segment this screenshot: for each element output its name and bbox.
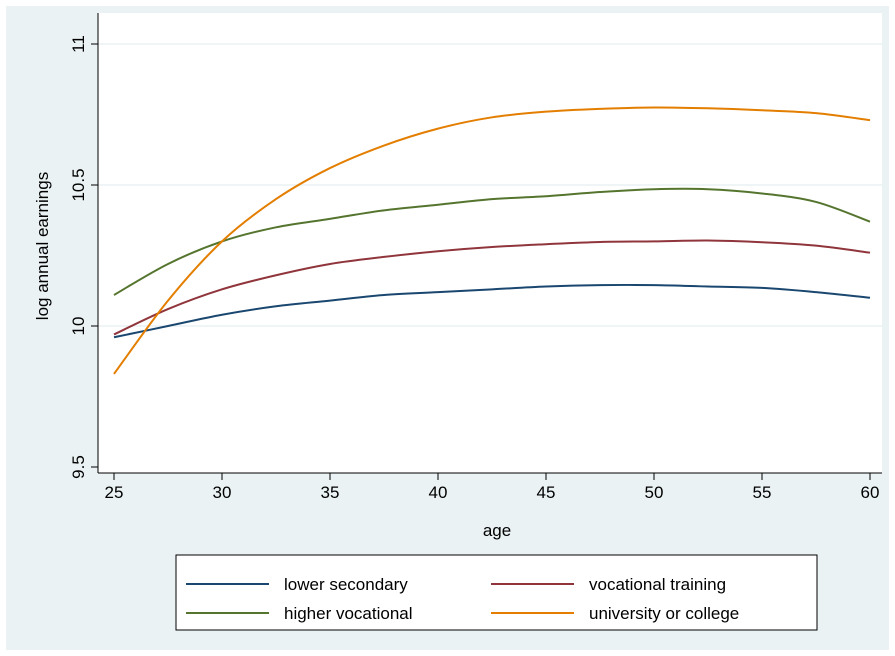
legend-label-0: lower secondary	[284, 575, 408, 594]
y-tick-label-0: 9.5	[69, 455, 88, 479]
chart-figure: 25 30 35 40 45 50 55 60 9.5 10 10.5 11 age log ann…	[6, 6, 889, 650]
series-line-3	[113, 106, 871, 375]
legend-box	[175, 554, 818, 631]
line-chart: 25 30 35 40 45 50 55 60 9.5 10 10.5 11 age log ann…	[33, 13, 882, 631]
plot-area	[98, 13, 882, 473]
series-line-0	[113, 283, 871, 339]
x-tick-label-7: 60	[861, 483, 880, 502]
y-tick-label-2: 10.5	[69, 168, 88, 201]
y-tick-label-1: 10	[69, 317, 88, 336]
x-tick-label-3: 40	[429, 483, 448, 502]
y-tick-label-3: 11	[69, 35, 88, 53]
x-tick-label-2: 35	[321, 483, 340, 502]
x-tick-label-6: 55	[753, 483, 772, 502]
legend: lower secondary vocational training higher…	[186, 575, 739, 623]
x-tick-label-5: 50	[645, 483, 664, 502]
series-lines	[113, 106, 871, 375]
grid-lines	[98, 43, 882, 327]
x-axis-ticks: 25 30 35 40 45 50 55 60	[105, 473, 880, 502]
legend-label-1: vocational training	[589, 575, 726, 594]
x-tick-label-4: 45	[537, 483, 556, 502]
y-axis-ticks: 9.5 10 10.5 11	[69, 35, 98, 479]
x-tick-label-0: 25	[105, 483, 124, 502]
series-line-2	[113, 187, 871, 296]
series-line-1	[113, 239, 871, 336]
y-axis-title: log annual earnings	[33, 172, 52, 320]
x-tick-label-1: 30	[213, 483, 232, 502]
legend-label-2: higher vocational	[284, 604, 413, 623]
x-axis-title: age	[483, 521, 511, 540]
legend-label-3: university or college	[589, 604, 739, 623]
